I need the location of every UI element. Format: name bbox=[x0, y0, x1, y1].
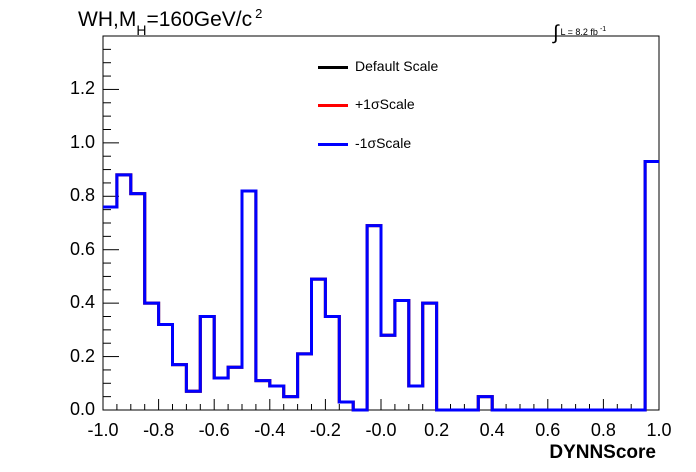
luminosity-label: ∫ L = 8.2 fb -1 bbox=[553, 18, 607, 44]
y-tick-label: 0.2 bbox=[69, 345, 95, 366]
x-tick-label: 0.2 bbox=[424, 420, 450, 440]
x-tick-label: -0.8 bbox=[143, 420, 175, 440]
legend-item-plus-1-sigma: +1σScale bbox=[318, 96, 415, 116]
chart-title-superscript: 2 bbox=[255, 6, 263, 21]
legend-label-plus-1-sigma: +1σScale bbox=[355, 96, 415, 112]
y-tick-label: 0.6 bbox=[69, 238, 95, 259]
luminosity-superscript: -1 bbox=[599, 26, 607, 33]
x-tick-label: -0.0 bbox=[365, 420, 397, 440]
legend-item-minus-1-sigma: -1σScale bbox=[318, 135, 411, 155]
y-tick-label: 0.8 bbox=[69, 185, 95, 206]
y-tick-label: 0.0 bbox=[69, 399, 95, 419]
x-axis-title: DYNNScore bbox=[549, 442, 656, 463]
x-tick-label: 0.6 bbox=[535, 420, 561, 440]
legend-swatch-minus-1-sigma bbox=[318, 142, 348, 146]
y-tick-label: 1.2 bbox=[69, 78, 95, 99]
legend-swatch-plus-1-sigma bbox=[318, 103, 348, 107]
legend-swatch-default bbox=[318, 65, 348, 69]
series-line-2 bbox=[103, 160, 659, 412]
x-tick-label: 0.4 bbox=[479, 420, 505, 440]
integral-symbol: ∫ bbox=[553, 22, 559, 44]
x-tick-label: -0.6 bbox=[198, 420, 230, 440]
axes-frame bbox=[102, 35, 660, 411]
plot-frame bbox=[102, 35, 660, 411]
chart-title-subscript: H bbox=[136, 22, 147, 38]
x-tick-label: -0.2 bbox=[309, 420, 341, 440]
legend-item-default: Default Scale bbox=[318, 58, 438, 78]
y-tick-label: 0.4 bbox=[69, 292, 95, 313]
legend-label-default: Default Scale bbox=[355, 58, 439, 74]
x-tick-label: 0.8 bbox=[590, 420, 616, 440]
luminosity-text: L = 8.2 fb bbox=[560, 27, 598, 37]
chart-title-rest: =160GeV/c bbox=[146, 8, 253, 31]
y-tick-label: 1.0 bbox=[69, 131, 95, 152]
x-tick-label: -0.4 bbox=[254, 420, 286, 440]
series-layer bbox=[103, 160, 659, 412]
chart-title-main: WH,M bbox=[78, 8, 137, 31]
x-tick-label: -1.0 bbox=[87, 420, 119, 440]
x-tick-label: 1.0 bbox=[646, 420, 672, 440]
chart-title: WH,MH=160GeV/c 2 bbox=[78, 6, 263, 38]
legend-label-minus-1-sigma: -1σScale bbox=[355, 135, 412, 151]
